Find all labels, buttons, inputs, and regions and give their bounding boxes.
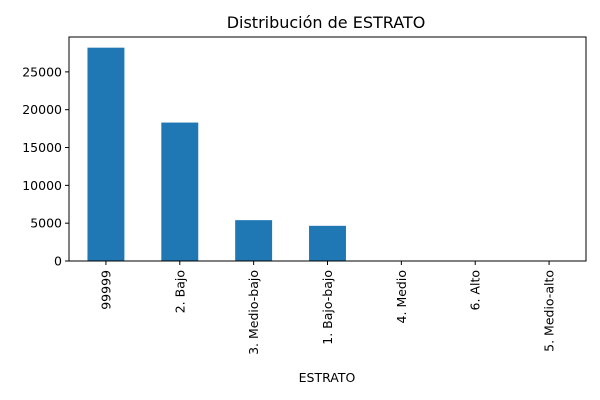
plot-frame xyxy=(68,36,587,262)
x-tick-label-4: 4. Medio xyxy=(394,270,409,323)
x-tick-label-1: 2. Bajo xyxy=(172,270,187,313)
chart-title: Distribución de ESTRATO xyxy=(227,13,426,32)
y-tick-label-5: 25000 xyxy=(22,64,62,79)
y-tick-label-0: 0 xyxy=(54,254,62,269)
y-tick-label-2: 10000 xyxy=(22,178,62,193)
x-tick-label-5: 6. Alto xyxy=(468,270,483,310)
x-axis-label: ESTRATO xyxy=(299,370,356,385)
y-tick-label-3: 15000 xyxy=(22,140,62,155)
y-tick-label-4: 20000 xyxy=(22,102,62,117)
y-axis: 0 5000 10000 15000 20000 25000 xyxy=(22,64,69,269)
y-tick-label-1: 5000 xyxy=(30,216,62,231)
bar-0 xyxy=(87,47,125,261)
bar-2 xyxy=(235,220,273,261)
bar-1 xyxy=(161,122,199,262)
x-tick-label-6: 5. Medio-alto xyxy=(542,270,557,352)
x-tick-label-2: 3. Medio-bajo xyxy=(246,270,261,355)
bar-3 xyxy=(309,225,346,261)
x-axis: 99999 2. Bajo 3. Medio-bajo 1. Bajo-bajo 4. … xyxy=(98,261,557,355)
x-tick-label-3: 1. Bajo-bajo xyxy=(320,270,335,345)
x-tick-label-0: 99999 xyxy=(98,270,113,310)
bars-group xyxy=(87,47,346,262)
